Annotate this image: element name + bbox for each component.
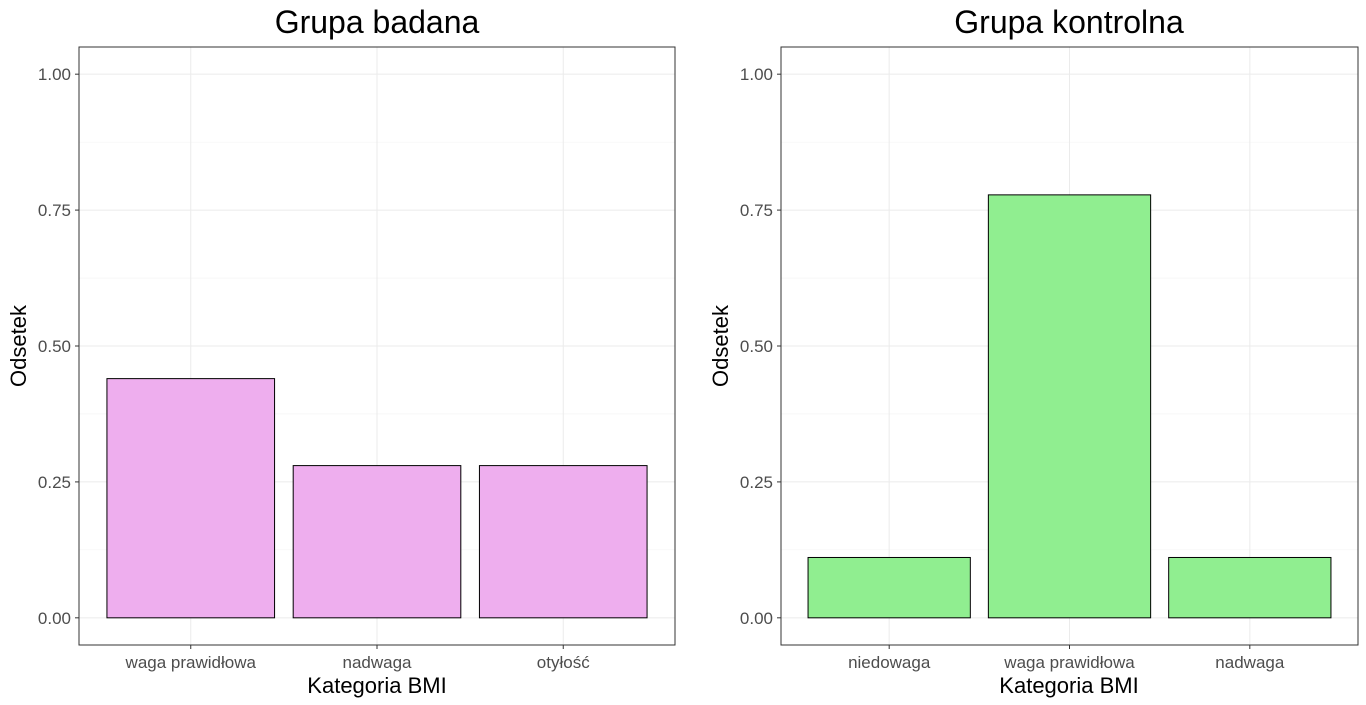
bars (807, 194, 1332, 619)
y-tick-label: 0.25 (740, 473, 773, 492)
y-tick-label: 0.50 (740, 337, 773, 356)
bars (106, 378, 648, 619)
y-tick-label: 0.75 (740, 201, 773, 220)
y-tick-label: 0.00 (740, 609, 773, 628)
x-tick-label: waga prawidłowa (1003, 653, 1135, 672)
bar (106, 378, 276, 619)
y-tick-label: 0.75 (38, 201, 71, 220)
y-axis-title: Odsetek (708, 304, 733, 387)
y-tick-label: 0.00 (38, 609, 71, 628)
x-axis-title: Kategoria BMI (999, 673, 1138, 698)
bar (807, 556, 971, 619)
y-tick-label: 0.25 (38, 473, 71, 492)
chart-panel-grupa-kontrolna: Grupa kontrolna 0.00 0.25 0.50 0.75 1.00 nie… (708, 4, 1359, 698)
x-tick-label: otyłość (537, 653, 590, 672)
x-axis-title: Kategoria BMI (307, 673, 446, 698)
bar (987, 194, 1152, 619)
y-axis-title: Odsetek (6, 304, 31, 387)
bar (292, 465, 462, 619)
bar (1168, 556, 1332, 619)
x-axis-ticks: niedowaga waga prawidłowa nadwaga (848, 645, 1285, 672)
bar (478, 465, 648, 619)
x-tick-label: nadwaga (1215, 653, 1285, 672)
y-axis-ticks: 0.00 0.25 0.50 0.75 1.00 (38, 65, 79, 628)
y-tick-label: 0.50 (38, 337, 71, 356)
x-tick-label: niedowaga (848, 653, 931, 672)
y-tick-label: 1.00 (740, 65, 773, 84)
x-axis-ticks: waga prawidłowa nadwaga otyłość (125, 645, 590, 672)
y-axis-ticks: 0.00 0.25 0.50 0.75 1.00 (740, 65, 781, 628)
chart-panel-grupa-badana: Grupa badana 0.00 0.25 0.50 0.75 1.00 waga p… (6, 4, 676, 698)
chart-title: Grupa badana (275, 4, 480, 40)
x-tick-label: waga prawidłowa (125, 653, 257, 672)
x-tick-label: nadwaga (342, 653, 412, 672)
chart-title: Grupa kontrolna (954, 4, 1184, 40)
y-tick-label: 1.00 (38, 65, 71, 84)
